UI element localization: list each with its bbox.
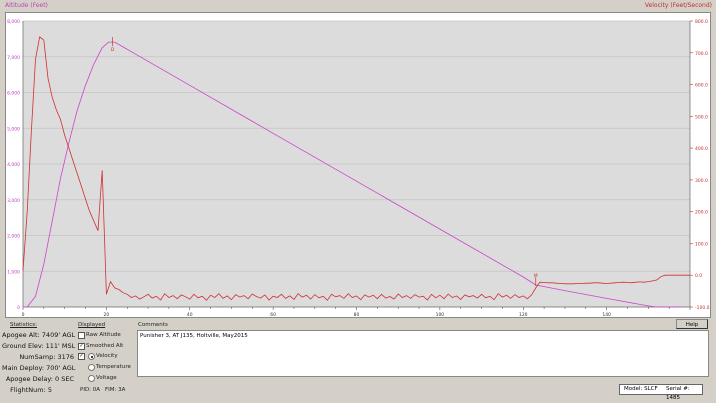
voltage-radio[interactable] — [88, 375, 95, 382]
displayed-title: Displayed — [78, 322, 106, 328]
right-tick-label: 800.0 — [695, 19, 708, 25]
x-tick-label: 120 — [519, 312, 528, 318]
raw-altitude-label[interactable]: Raw Altitude — [86, 332, 121, 338]
secondary-series-checkbox[interactable]: ✓ — [78, 353, 85, 360]
temperature-radio[interactable] — [88, 364, 95, 371]
stat-apogee: Apogee Alt: 7409' AGL — [2, 331, 76, 339]
right-tick-label: 600.0 — [695, 83, 708, 89]
velocity-axis-title: Velocity (Feet/Second) — [644, 2, 712, 9]
smoothed-alt-checkbox[interactable]: ✓ — [78, 343, 85, 350]
left-tick-label: 5,000 — [7, 126, 20, 132]
help-button[interactable]: Help — [676, 319, 708, 329]
x-tick-label: 100 — [436, 312, 445, 318]
stat-numsamp: NumSamp: 3176 — [19, 353, 74, 361]
velocity-label[interactable]: Velocity — [96, 353, 118, 359]
stat-ground-elev: Ground Elev: 111' MSL — [2, 342, 76, 350]
left-tick-label: 8,000 — [7, 19, 20, 25]
x-tick-label: 80 — [354, 312, 360, 318]
right-tick-label: 200.0 — [695, 210, 708, 216]
comments-title: Comments — [138, 322, 168, 328]
voltage-label[interactable]: Voltage — [96, 375, 117, 381]
left-tick-label: 2,000 — [7, 234, 20, 240]
velocity-line — [22, 36, 690, 301]
stat-main-deploy: Main Deploy: 700' AGL — [2, 364, 76, 372]
left-tick-label: 3,000 — [7, 198, 20, 204]
right-tick-label: 700.0 — [695, 51, 708, 57]
x-tick-label: 140 — [602, 312, 611, 318]
model-label: Model: SLCF — [624, 386, 658, 392]
altitude-axis-title: Altitude (Feet) — [5, 2, 48, 9]
velocity-radio[interactable] — [88, 353, 95, 360]
serial-label: Serial #: 1485 — [666, 386, 690, 401]
statistics-title: Statistics: — [10, 322, 37, 328]
raw-altitude-checkbox[interactable] — [78, 332, 85, 339]
x-tick-label: 60 — [270, 312, 276, 318]
stat-flightnum: FlightNum: 5 — [10, 386, 52, 394]
x-tick-label: 40 — [187, 312, 193, 318]
comments-textarea[interactable]: Punisher 3, AT J135, Holtville, May2015 — [137, 330, 709, 377]
right-tick-label: 100.0 — [695, 241, 708, 247]
stat-apogee-delay: Apogee Delay: 0 SEC — [5, 375, 74, 383]
smoothed-alt-label[interactable]: Smoothed Alt — [86, 343, 124, 349]
right-tick-label: 0.0 — [695, 273, 702, 279]
x-tick-label: 0 — [22, 312, 25, 318]
flight-chart: 0 1,000 2,000 3,000 4,000 5,000 6,000 7,000 8,00… — [7, 19, 710, 318]
event-marker-label: M — [534, 273, 538, 279]
right-tick-label: 300.0 — [695, 178, 708, 184]
x-tick-label: 20 — [104, 312, 110, 318]
device-info-box: Model: SLCF Serial #: 1485 — [619, 384, 703, 401]
right-tick-label: -100.0 — [695, 305, 710, 311]
left-tick-label: 0 — [17, 305, 20, 311]
left-tick-label: 1,000 — [7, 269, 20, 275]
pid-value: PID: 0A — [80, 387, 101, 393]
fim-value: FIM: 3A — [105, 387, 126, 393]
right-tick-label: 400.0 — [695, 146, 708, 152]
left-tick-label: 4,000 — [7, 162, 20, 168]
event-marker-label: D — [111, 47, 115, 53]
right-tick-label: 500.0 — [695, 114, 708, 120]
left-tick-label: 7,000 — [7, 55, 20, 61]
altitude-line — [23, 41, 682, 308]
temperature-label[interactable]: Temperature — [96, 364, 131, 370]
left-tick-label: 6,000 — [7, 91, 20, 97]
